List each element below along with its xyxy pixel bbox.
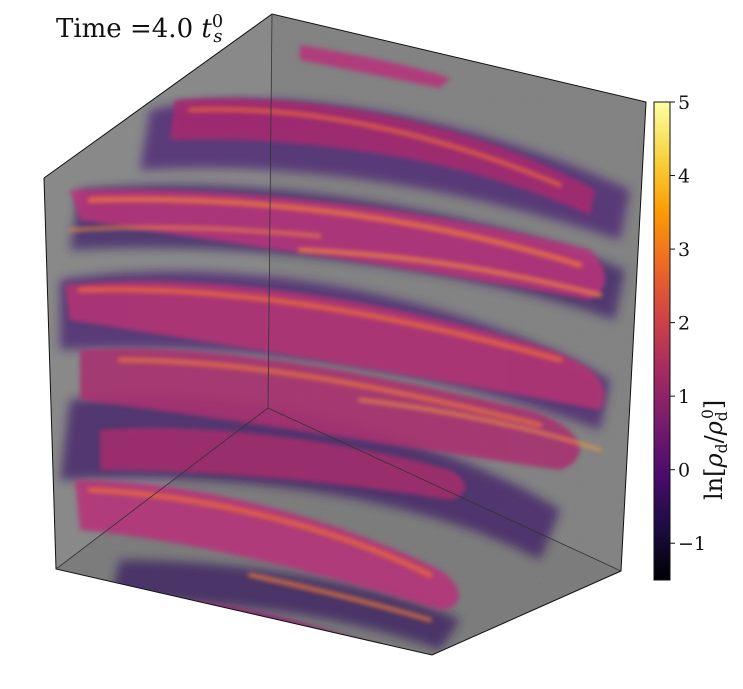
filament-top-faint: [300, 45, 450, 88]
filament-5: [100, 428, 465, 500]
colorbar-tick-label: 1: [678, 386, 690, 408]
filament-3: [65, 281, 605, 410]
time-title: Time =4.0 t0s: [56, 12, 224, 48]
hidden-edge-left: [55, 407, 269, 570]
streak-4: [77, 286, 563, 363]
streak-1: [188, 107, 562, 187]
cube-edges: [43, 13, 647, 656]
dust-filaments: [60, 45, 630, 655]
streak-6: [358, 398, 602, 452]
hidden-edge-right: [267, 407, 622, 572]
filament-2: [70, 189, 605, 300]
colorbar-tick-label: 2: [678, 313, 690, 335]
streak-7: [87, 487, 433, 578]
colorbar-tick-label: 0: [678, 460, 690, 482]
streak-2: [87, 196, 583, 268]
hidden-edge-vertical: [267, 13, 273, 409]
streak-5: [118, 358, 542, 427]
colorbar-tick-label: 5: [678, 92, 690, 114]
colorbar-gradient: [653, 101, 671, 581]
colorbar-ticks: 5 4 3 2 1 0 −1: [670, 92, 706, 555]
filament-4: [80, 348, 580, 470]
streak-3: [298, 248, 602, 297]
filament-1: [170, 98, 595, 215]
colorbar-tick-label: 3: [678, 239, 690, 261]
colorbar-label: ln[ρd/ρd0]: [699, 399, 732, 500]
streak-9: [68, 226, 322, 238]
colorbar: 5 4 3 2 1 0 −1: [653, 92, 706, 581]
streak-8: [248, 573, 432, 622]
colorbar-tick-label: −1: [678, 533, 706, 555]
colorbar-tick-label: 4: [678, 166, 690, 188]
purple-haze-band-5: [110, 560, 460, 650]
filament-6: [75, 480, 459, 610]
